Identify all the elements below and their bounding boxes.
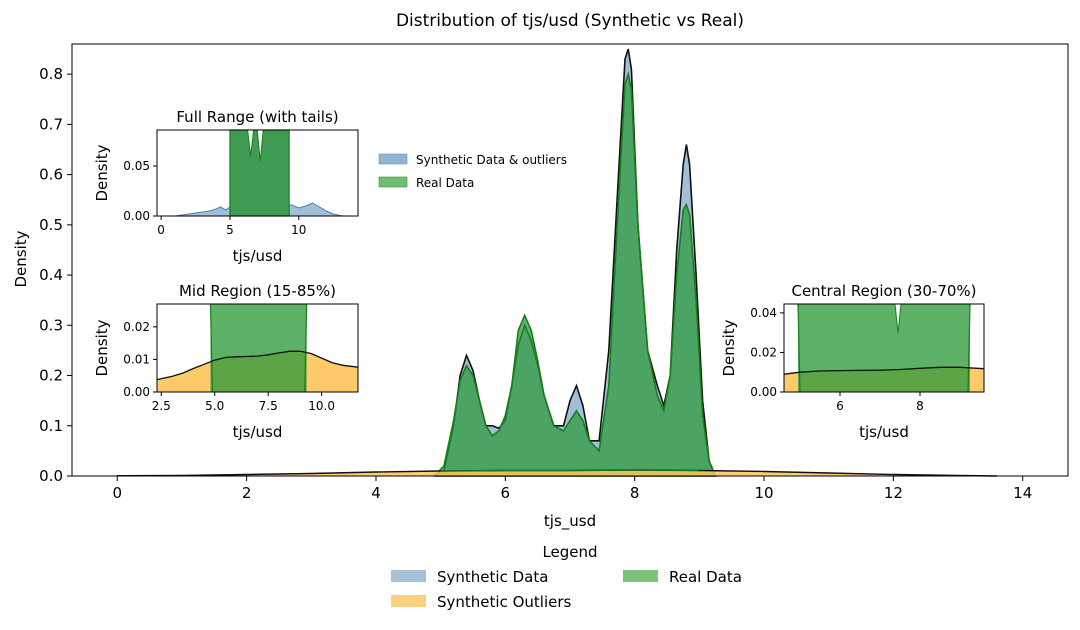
inset-x-tick-label: 5.0 (205, 399, 224, 413)
inset-x-tick-label: 0 (157, 223, 165, 237)
x-axis-label: tjs_usd (544, 512, 596, 531)
real-data-area (434, 74, 716, 476)
legend-swatch-synthetic (391, 570, 426, 582)
inset-real-area (210, 304, 307, 392)
y-tick-label: 0.7 (39, 115, 63, 133)
inset-title: Central Region (30-70%) (791, 282, 976, 300)
inset-x-tick-label: 5 (226, 223, 234, 237)
inset-legend: Synthetic Data & outliers Real Data (378, 153, 567, 190)
inset-central-region: Central Region (30-70%) tjs/usd Density 6 8 0… (720, 282, 985, 441)
y-tick-label: 0.5 (39, 216, 63, 234)
inset-legend-swatch-synthetic (378, 153, 408, 165)
inset-x-label: tjs/usd (233, 247, 283, 265)
inset-y-tick-label: 0.00 (750, 385, 777, 399)
chart-title: Distribution of tjs/usd (Synthetic vs Re… (396, 11, 744, 31)
inset-frame (156, 129, 359, 217)
inset-title: Full Range (with tails) (176, 108, 338, 126)
inset-frame (156, 303, 359, 393)
plot-frame (71, 43, 1069, 477)
inset-x-label: tjs/usd (233, 423, 283, 441)
inset-y-tick-label: 0.00 (123, 209, 150, 223)
inset-frame (783, 303, 985, 393)
legend-swatch-outliers (391, 595, 426, 607)
inset-title: Mid Region (15-85%) (179, 282, 336, 300)
inset-x-tick-label: 10 (291, 223, 306, 237)
y-tick-label: 0.8 (39, 65, 63, 83)
inset-x-label: tjs/usd (859, 423, 909, 441)
real-data-line (433, 70, 717, 477)
inset-legend-label-synthetic: Synthetic Data & outliers (416, 153, 567, 167)
inset-real-notch (894, 303, 902, 333)
legend-swatch-real (623, 570, 658, 582)
y-tick-label: 0.4 (39, 266, 63, 284)
inset-mid-region: Mid Region (15-85%) tjs/usd Density 2.5 5.0 7… (93, 282, 359, 441)
y-tick-label: 0.2 (39, 367, 63, 385)
x-tick-label: 10 (754, 484, 773, 502)
inset-full-range: Full Range (with tails) tjs/usd Density 0 5 1… (93, 108, 359, 265)
x-tick-label: 0 (112, 484, 122, 502)
inset-legend-swatch-real (378, 176, 408, 188)
x-tick-label: 14 (1013, 484, 1032, 502)
legend-label-synthetic: Synthetic Data (437, 568, 548, 586)
inset-y-tick-label: 0.00 (123, 385, 150, 399)
legend-title: Legend (542, 543, 597, 561)
x-tick-label: 8 (630, 484, 640, 502)
inset-real-notch (256, 129, 264, 162)
y-tick-label: 0.0 (39, 467, 63, 485)
x-tick-label: 4 (371, 484, 381, 502)
outliers-overlap-line (440, 469, 700, 472)
inset-y-tick-label: 0.05 (123, 159, 150, 173)
inset-x-tick-label: 2.5 (152, 399, 171, 413)
legend-label-outliers: Synthetic Outliers (437, 593, 572, 611)
inset-outliers-line (783, 366, 985, 375)
y-tick-label: 0.3 (39, 316, 63, 334)
y-axis-label: Density (12, 230, 30, 287)
inset-x-tick-label: 10.0 (308, 399, 335, 413)
inset-real-edge (797, 303, 801, 393)
inset-legend-label-real: Real Data (416, 176, 474, 190)
legend: Legend Synthetic Data Synthetic Outliers… (391, 543, 742, 611)
inset-y-label: Density (93, 144, 111, 201)
x-tick-label: 12 (884, 484, 903, 502)
y-tick-label: 0.1 (39, 417, 63, 435)
inset-y-tick-label: 0.04 (750, 306, 777, 320)
inset-real-edge (209, 303, 214, 393)
inset-x-tick-label: 6 (836, 399, 844, 413)
inset-y-tick-label: 0.02 (750, 345, 777, 359)
inset-y-tick-label: 0.02 (123, 320, 150, 334)
inset-y-tick-label: 0.01 (123, 352, 150, 366)
inset-y-label: Density (93, 319, 111, 376)
y-tick-label: 0.6 (39, 166, 63, 184)
x-tick-label: 6 (501, 484, 511, 502)
main-plot-area: 0 2 4 6 8 10 12 14 0.0 0.1 0.2 0.3 0.4 0.5 0.6 0.7 0.8 (39, 43, 1069, 502)
x-tick-label: 2 (242, 484, 252, 502)
inset-y-label: Density (720, 319, 738, 376)
inset-real-notch (247, 129, 255, 157)
synthetic-outliers-area (117, 470, 997, 476)
inset-outliers-line (156, 350, 359, 381)
inset-real-edge (967, 303, 971, 393)
inset-real-area (798, 304, 970, 392)
legend-label-real: Real Data (669, 568, 742, 586)
inset-x-tick-label: 8 (916, 399, 924, 413)
inset-real-edge (304, 303, 308, 393)
inset-x-tick-label: 7.5 (259, 399, 278, 413)
